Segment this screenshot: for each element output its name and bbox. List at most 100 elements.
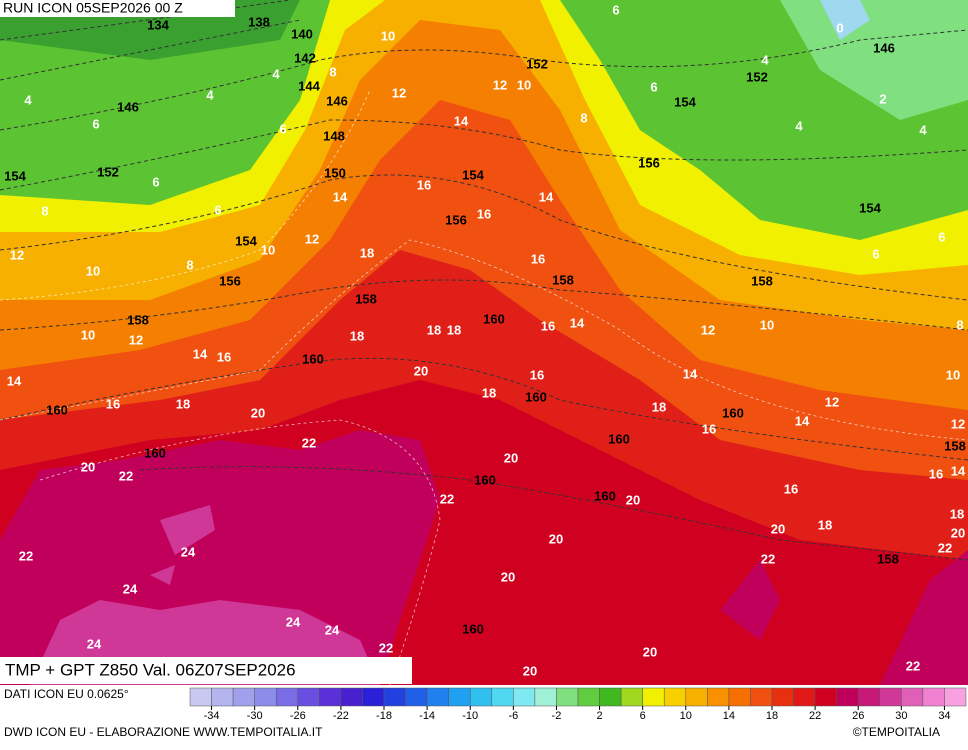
colorbar-swatch [944,687,967,707]
source-label: DATI ICON EU 0.0625° [4,687,129,701]
height-label: 158 [355,291,377,306]
temperature-label: 20 [414,363,428,378]
colorbar-swatch [297,687,320,707]
temperature-label: 10 [81,327,95,342]
temperature-label: 0 [836,20,843,35]
colorbar-swatch [426,687,449,707]
temperature-label: 8 [956,317,963,332]
colorbar-swatch [211,687,234,707]
height-label: 160 [474,472,496,487]
colorbar-tick-label: -10 [462,710,478,722]
colorbar-swatch [577,687,600,707]
temperature-label: 16 [531,251,545,266]
height-label: 154 [235,233,257,248]
colorbar-swatch [879,687,902,707]
temperature-label: 6 [279,121,286,136]
run-label: RUN ICON 05SEP2026 00 Z [3,0,183,16]
temperature-label: 16 [929,466,943,481]
colorbar-tick-label: 30 [895,710,907,722]
height-label: 150 [324,165,346,180]
colorbar-swatch [556,687,579,707]
colorbar-tick-label: -22 [333,710,349,722]
temperature-label: 20 [251,405,265,420]
colorbar-tick-label: -34 [204,710,220,722]
temperature-label: 20 [504,450,518,465]
height-label: 154 [859,200,881,215]
temperature-label: 14 [683,366,698,381]
temperature-label: 10 [86,263,100,278]
colorbar: -34 -30 -26 -22 -18 -14 -10 -6 -2 2 6 10 14 18 22 26 30 3… [189,687,967,722]
temperature-label: 10 [261,242,275,257]
height-label: 152 [526,56,548,71]
temperature-label: 24 [123,581,138,596]
temperature-label: 18 [427,322,441,337]
colorbar-tick-label: -14 [419,710,435,722]
temperature-label: 24 [286,614,301,629]
colorbar-swatch [448,687,471,707]
temperature-label: 14 [193,346,208,361]
temperature-label: 12 [493,77,507,92]
temperature-label: 16 [541,318,555,333]
temperature-label: 6 [938,229,945,244]
temperature-label: 4 [206,87,214,102]
colorbar-swatch [319,687,342,707]
height-label: 154 [4,168,26,183]
temperature-label: 24 [87,636,102,651]
temperature-label: 8 [329,64,336,79]
colorbar-swatch [750,687,773,707]
temperature-label: 10 [760,317,774,332]
height-label: 156 [219,273,241,288]
colorbar-swatch [254,687,277,707]
colorbar-swatch [707,687,730,707]
height-label: 160 [594,488,616,503]
height-label: 154 [462,167,484,182]
colorbar-swatch [836,687,859,707]
temperature-label: 22 [938,540,952,555]
colorbar-swatch [189,687,212,707]
height-label: 144 [298,78,320,93]
temperature-label: 4 [919,122,927,137]
temperature-label: 24 [181,544,196,559]
temperature-label: 14 [7,373,22,388]
temperature-label: 14 [795,413,810,428]
temperature-label: 4 [795,118,803,133]
temperature-label: 14 [570,315,585,330]
colorbar-tick-label: 18 [766,710,778,722]
colorbar-swatch [663,687,687,707]
temperature-label: 12 [825,394,839,409]
colorbar-swatch [620,687,643,707]
temperature-label: 18 [818,517,832,532]
temperature-label: 18 [652,399,666,414]
colorbar-swatch [275,687,299,707]
height-label: 140 [291,26,313,41]
temperature-label: 18 [447,322,461,337]
temperature-label: 6 [872,246,879,261]
temperature-label: 16 [784,481,798,496]
height-label: 160 [46,402,68,417]
temperature-label: 22 [302,435,316,450]
temperature-label: 6 [650,79,657,94]
height-label: 158 [751,273,773,288]
colorbar-swatch [642,687,665,707]
temperature-label: 18 [176,396,190,411]
colorbar-swatch [901,687,924,707]
height-label: 146 [117,99,139,114]
colorbar-tick-label: 26 [852,710,864,722]
temperature-label: 22 [440,491,454,506]
height-label: 160 [525,389,547,404]
colorbar-swatch [814,687,837,707]
height-label: 160 [462,621,484,636]
temperature-label: 12 [10,247,24,262]
colorbar-swatch [362,687,385,707]
run-box [0,0,235,17]
colorbar-swatch [793,687,816,707]
temperature-label: 22 [379,640,393,655]
temperature-label: 18 [350,328,364,343]
height-label: 158 [944,438,966,453]
temperature-label: 22 [119,468,133,483]
temperature-label: 20 [523,663,537,678]
temperature-label: 20 [549,531,563,546]
height-label: 152 [97,164,119,179]
temperature-label: 18 [360,245,374,260]
